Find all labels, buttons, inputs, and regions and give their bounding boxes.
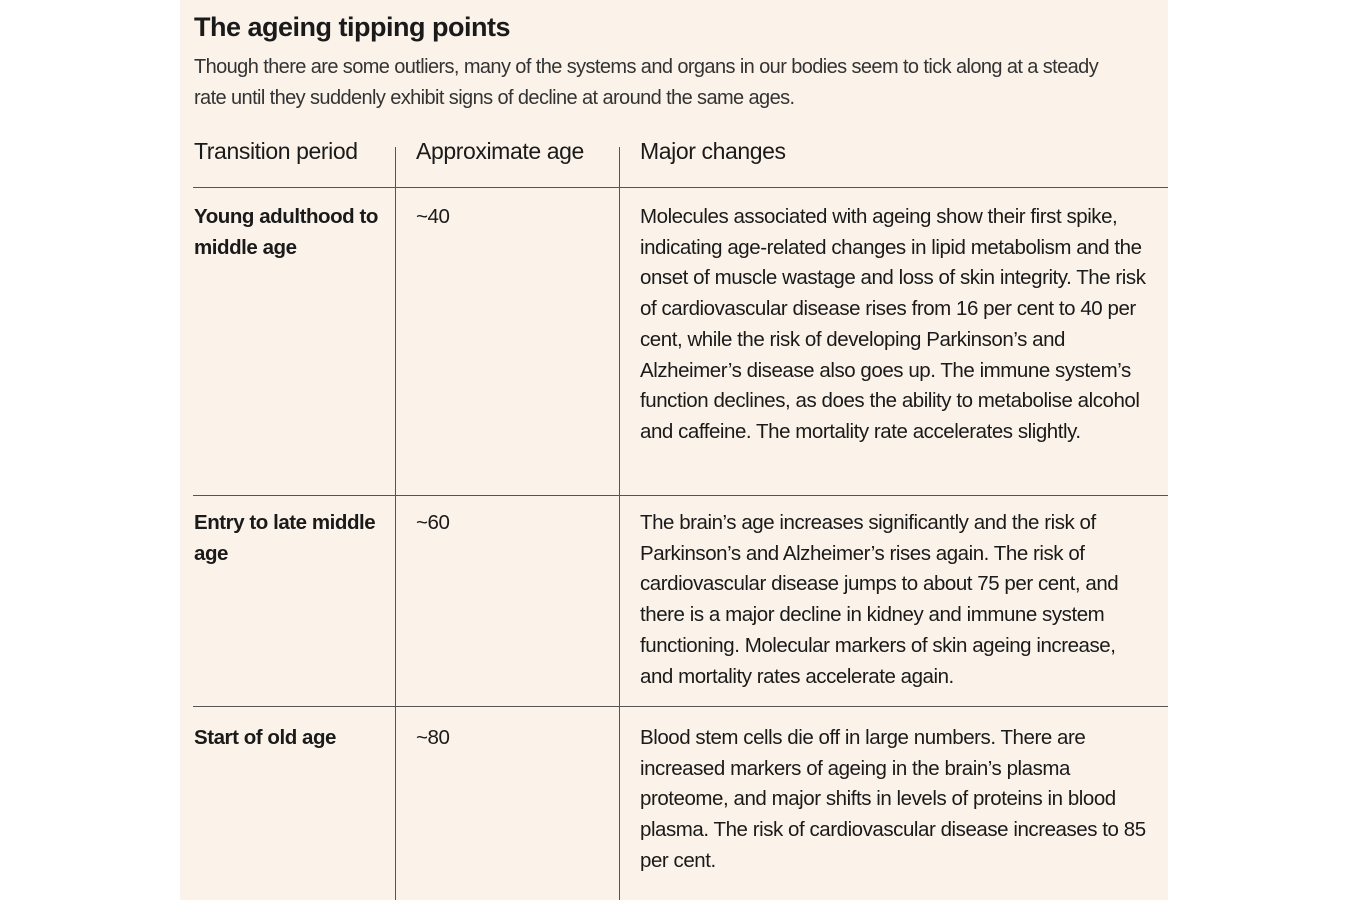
rule [193, 187, 1168, 188]
changes-cell: Molecules associated with ageing show th… [640, 205, 1146, 443]
column-header: Approximate age [416, 138, 584, 164]
title: The ageing tipping points [194, 12, 510, 42]
period-cell: Entry to late middle age [194, 511, 376, 565]
column-header: Major changes [640, 138, 786, 164]
age-cell: ~40 [416, 205, 450, 228]
panel: The ageing tipping points Though there a… [180, 0, 1168, 900]
period-cell: Start of old age [194, 726, 337, 749]
column-header: Transition period [194, 138, 358, 164]
subtitle: Though there are some outliers, many of … [194, 56, 1099, 109]
age-cell: ~60 [416, 511, 450, 534]
rule [193, 495, 1168, 496]
rule [193, 706, 1168, 707]
column-divider [619, 147, 620, 900]
changes-cell: Blood stem cells die off in large number… [640, 726, 1146, 872]
changes-cell: The brain’s age increases significantly … [640, 511, 1119, 688]
column-divider [395, 147, 396, 900]
age-cell: ~80 [416, 726, 450, 749]
period-cell: Young adulthood to middle age [194, 205, 378, 259]
